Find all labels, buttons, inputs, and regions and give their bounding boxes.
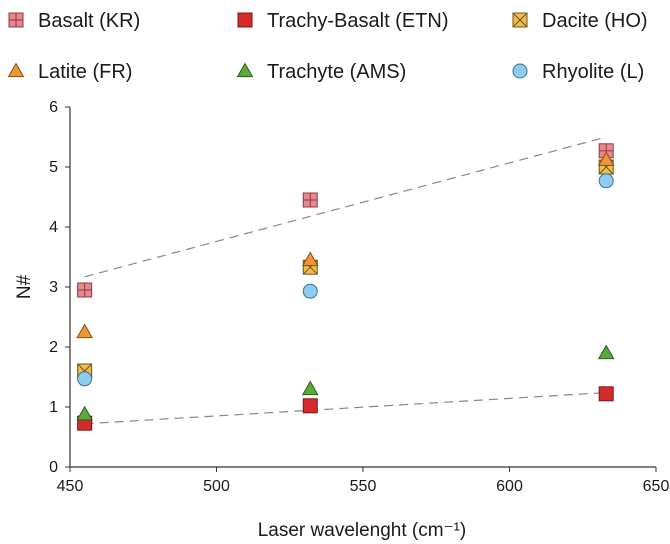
legend-item: Dacite (HO): [512, 10, 648, 32]
legend-marker: [512, 12, 528, 28]
legend-marker: [7, 62, 25, 78]
y-axis-label: N#: [14, 274, 35, 299]
trendline-1: [84, 136, 607, 278]
x-tick-label: 450: [57, 478, 84, 495]
legend-label: Rhyolite (L): [542, 61, 644, 83]
legend-label: Dacite (HO): [542, 10, 648, 32]
axes: 0 1 2 3 4 5 6 450 500 550 600 650: [49, 99, 669, 495]
data-point: [76, 405, 94, 421]
legend-marker: [236, 62, 254, 78]
data-point: [301, 251, 319, 267]
legend-label: Trachy-Basalt (ETN): [267, 10, 449, 32]
trendline-2: [84, 392, 607, 425]
data-point: [302, 192, 318, 208]
legend-label: Trachyte (AMS): [267, 61, 406, 83]
data-point: [598, 386, 614, 402]
legend-marker: [237, 12, 253, 28]
data-point: [302, 398, 318, 414]
y-tick-label: 0: [49, 459, 58, 476]
data-point: [77, 282, 93, 298]
data-point: [77, 371, 93, 387]
legend-marker: [8, 12, 24, 28]
x-tick-label: 600: [496, 478, 523, 495]
y-tick-label: 3: [49, 279, 58, 296]
legend-label: Latite (FR): [38, 61, 132, 83]
legend-item: Rhyolite (L): [512, 61, 644, 83]
y-tick-label: 4: [49, 219, 58, 236]
data-point: [598, 173, 614, 189]
legend-item: Trachy-Basalt (ETN): [237, 10, 449, 32]
legend-marker: [512, 63, 528, 79]
legend: Basalt (KR) Trachy-Basalt (ETN) Dacite (HO…: [7, 10, 648, 83]
x-axis-label: Laser wavelenght (cm⁻¹): [258, 520, 467, 541]
data-point: [597, 151, 615, 166]
x-tick-label: 650: [643, 478, 670, 495]
data-point: [302, 283, 318, 299]
y-tick-label: 5: [49, 159, 58, 176]
legend-item: Trachyte (AMS): [236, 61, 406, 83]
x-tick-label: 500: [203, 478, 230, 495]
plot-area: [76, 136, 615, 431]
y-tick-label: 2: [49, 339, 58, 356]
x-tick-label: 550: [350, 478, 377, 495]
data-point: [76, 323, 94, 339]
legend-item: Basalt (KR): [8, 10, 140, 32]
data-point: [301, 380, 319, 396]
legend-label: Basalt (KR): [38, 10, 140, 32]
y-tick-label: 1: [49, 399, 58, 416]
legend-item: Latite (FR): [7, 61, 132, 83]
y-tick-label: 6: [49, 99, 58, 116]
data-point: [597, 344, 615, 360]
